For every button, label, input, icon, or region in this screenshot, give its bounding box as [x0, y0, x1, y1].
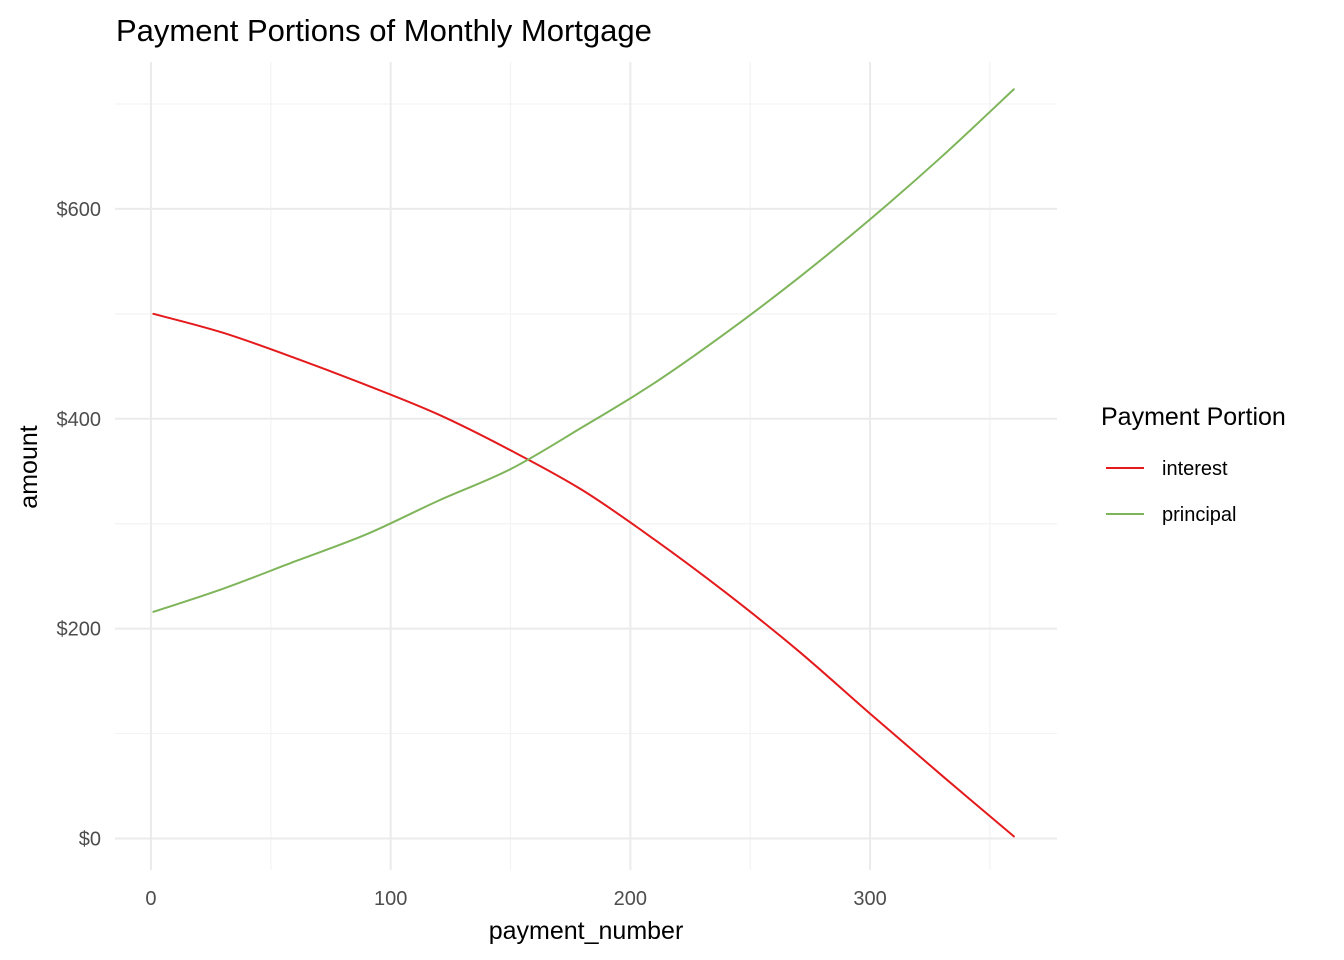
grid — [115, 62, 1057, 870]
series-lines — [152, 88, 1015, 838]
x-axis-title: payment_number — [489, 917, 684, 945]
x-tick-label-1: 100 — [374, 888, 407, 910]
y-tick-label-3: $600 — [57, 199, 102, 221]
y-axis-title: amount — [15, 425, 43, 508]
x-axis-tick-labels: 0 100 200 300 — [145, 888, 886, 910]
chart-title: Payment Portions of Monthly Mortgage — [116, 13, 652, 48]
series-line-principal — [152, 88, 1015, 613]
legend-items: interest principal — [1106, 458, 1236, 526]
y-tick-label-1: $200 — [57, 619, 102, 641]
legend-label-principal: principal — [1162, 504, 1236, 526]
legend: Payment Portion interest principal — [1101, 403, 1286, 526]
legend-title: Payment Portion — [1101, 403, 1286, 431]
y-tick-label-2: $400 — [57, 409, 102, 431]
y-tick-label-0: $0 — [79, 829, 101, 851]
x-tick-label-3: 300 — [853, 888, 886, 910]
series-line-interest — [152, 312, 1015, 838]
x-tick-label-2: 200 — [614, 888, 647, 910]
x-tick-label-0: 0 — [145, 888, 156, 910]
y-axis-tick-labels: $0 $200 $400 $600 — [57, 199, 102, 851]
legend-label-interest: interest — [1162, 458, 1228, 480]
